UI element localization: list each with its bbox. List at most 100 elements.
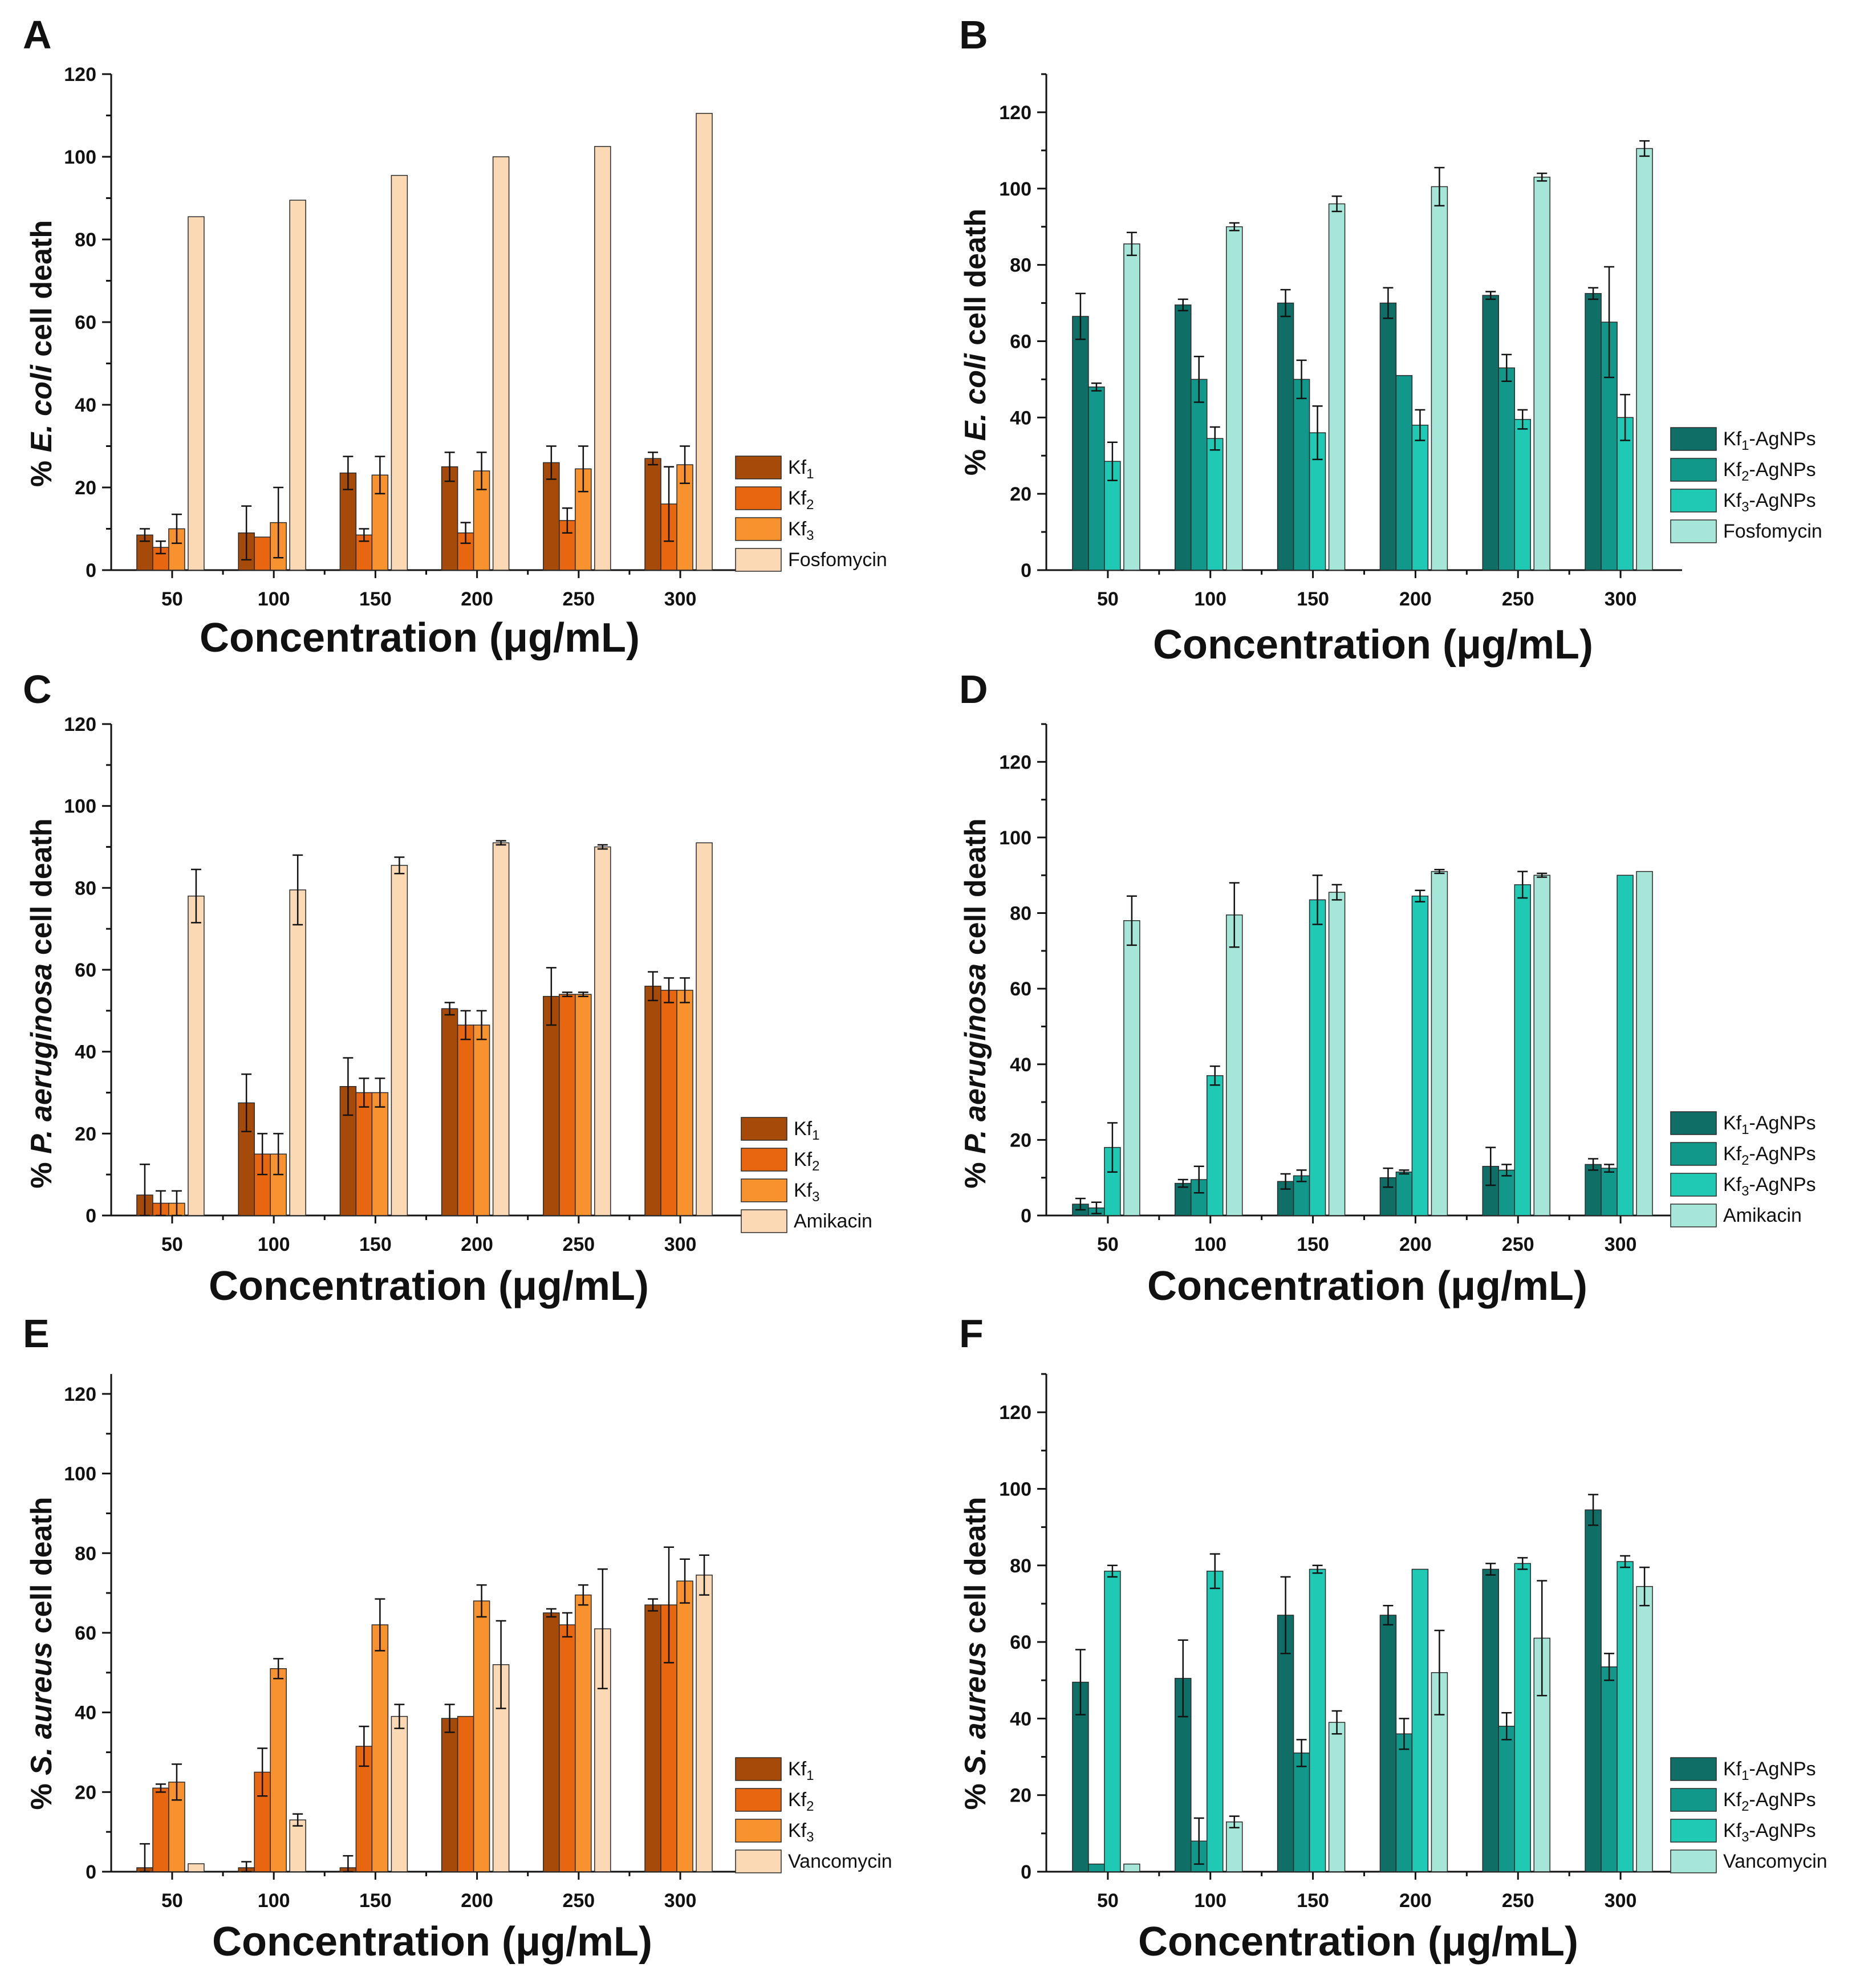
x-tick-label: 300 bbox=[1605, 1234, 1637, 1255]
bar bbox=[254, 536, 271, 571]
bar bbox=[1498, 1726, 1516, 1872]
y-tick-label: 80 bbox=[75, 1543, 96, 1564]
legend-label: Fosfomycin bbox=[788, 549, 887, 571]
bar bbox=[696, 1574, 713, 1872]
bar bbox=[1601, 1168, 1618, 1216]
x-tick-label: 100 bbox=[1194, 588, 1226, 610]
bar bbox=[441, 1718, 458, 1872]
x-tick-label: 50 bbox=[161, 1234, 183, 1255]
x-tick-label: 50 bbox=[1097, 1890, 1119, 1912]
y-tick-label: 60 bbox=[1010, 331, 1031, 352]
legend-swatch bbox=[735, 517, 782, 541]
legend-swatch bbox=[1670, 1204, 1717, 1227]
legend-swatch bbox=[735, 1788, 782, 1812]
bar bbox=[473, 1600, 490, 1872]
bar bbox=[1123, 1863, 1140, 1872]
x-tick-label: 250 bbox=[562, 588, 595, 610]
legend-label: Kf3-AgNPs bbox=[1723, 1820, 1816, 1845]
bar bbox=[594, 846, 611, 1216]
y-tick-label: 80 bbox=[75, 229, 96, 251]
y-tick-label: 20 bbox=[75, 1782, 96, 1803]
y-tick-label: 80 bbox=[1010, 903, 1031, 925]
legend-swatch bbox=[1670, 458, 1717, 482]
y-tick-label: 40 bbox=[75, 1042, 96, 1063]
bar bbox=[1411, 1568, 1429, 1872]
x-tick-label: 50 bbox=[161, 588, 183, 610]
bar bbox=[1206, 1075, 1224, 1216]
bar bbox=[1379, 1615, 1397, 1872]
bar bbox=[188, 895, 205, 1216]
x-tick-label: 150 bbox=[359, 1890, 392, 1912]
bar bbox=[575, 1594, 592, 1872]
bar bbox=[559, 994, 576, 1216]
legend-swatch bbox=[735, 486, 782, 510]
x-tick-label: 100 bbox=[1194, 1890, 1226, 1912]
bar bbox=[1277, 302, 1294, 571]
x-tick-label: 50 bbox=[161, 1890, 183, 1912]
bar bbox=[1206, 438, 1224, 571]
bar bbox=[188, 216, 205, 571]
y-tick-label: 120 bbox=[999, 1402, 1031, 1424]
y-tick-label: 80 bbox=[1010, 255, 1031, 277]
bar bbox=[1636, 1585, 1653, 1872]
bar bbox=[1104, 1571, 1121, 1872]
bar bbox=[1514, 418, 1532, 571]
y-axis-label: % P. aeruginosa cell death bbox=[25, 818, 58, 1188]
panel-a: A 0 20 40 60 80 100 120 50 100 150 200 250 300 Concent… bbox=[23, 13, 887, 661]
legend-swatch bbox=[741, 1209, 787, 1233]
bar bbox=[1617, 417, 1634, 571]
x-tick-label: 250 bbox=[1502, 1890, 1534, 1912]
legend-swatch bbox=[735, 548, 782, 572]
bar bbox=[289, 889, 306, 1216]
bar bbox=[492, 156, 510, 571]
panel-e: E 0 20 40 60 80 100 120 50 100 150 200 250 300 Concent… bbox=[23, 1311, 892, 1965]
bar bbox=[543, 462, 560, 571]
legend-label: Amikacin bbox=[794, 1210, 872, 1232]
x-tick-label: 200 bbox=[1399, 1234, 1432, 1255]
y-axis-label: % S. aureus cell death bbox=[959, 1497, 992, 1810]
y-tick-label: 40 bbox=[1010, 1054, 1031, 1076]
bar bbox=[1309, 899, 1326, 1216]
bar bbox=[644, 985, 661, 1216]
x-tick-label: 100 bbox=[258, 1890, 290, 1912]
y-tick-label: 60 bbox=[1010, 978, 1031, 1000]
x-tick-label: 150 bbox=[1297, 1234, 1329, 1255]
x-tick-label: 200 bbox=[461, 588, 493, 610]
panel-f: F 0 20 40 60 80 100 120 50 100 150 200 250 300 Concent… bbox=[959, 1311, 1827, 1965]
bar bbox=[1585, 293, 1602, 571]
bar bbox=[676, 1580, 693, 1872]
legend-label: Kf1 bbox=[788, 1758, 814, 1783]
x-tick-label: 150 bbox=[359, 1234, 392, 1255]
x-axis-label: Concentration (μg/mL) bbox=[212, 1919, 652, 1965]
legend-label: Fosfomycin bbox=[1723, 521, 1822, 542]
x-axis-label: Concentration (μg/mL) bbox=[1138, 1919, 1578, 1965]
y-tick-label: 20 bbox=[75, 477, 96, 499]
bar bbox=[1482, 295, 1500, 571]
legend: Kf1-AgNPs Kf2-AgNPs Kf3-AgNPs Fosfomycin bbox=[1670, 427, 1822, 543]
panel-letter: C bbox=[23, 667, 52, 712]
bar bbox=[1498, 367, 1516, 571]
y-tick-label: 60 bbox=[1010, 1632, 1031, 1653]
bar bbox=[594, 146, 611, 571]
y-tick-label: 100 bbox=[999, 178, 1031, 200]
x-tick-label: 50 bbox=[1097, 1234, 1119, 1255]
y-tick-label: 120 bbox=[999, 751, 1031, 773]
bar bbox=[660, 990, 677, 1216]
bar bbox=[1482, 1568, 1500, 1872]
panel-letter: E bbox=[23, 1311, 50, 1356]
panel-letter: A bbox=[23, 13, 52, 57]
y-tick-label: 80 bbox=[75, 877, 96, 899]
bar bbox=[391, 1715, 408, 1872]
y-tick-label: 60 bbox=[75, 312, 96, 334]
legend-label: Kf2 bbox=[788, 487, 814, 513]
legend-swatch bbox=[1670, 1111, 1717, 1135]
y-tick-label: 20 bbox=[75, 1123, 96, 1145]
bar bbox=[1293, 379, 1310, 571]
legend-swatch bbox=[1670, 1142, 1717, 1166]
legend: Kf1 Kf2 Kf3 Amikacin bbox=[741, 1117, 872, 1233]
legend: Kf1 Kf2 Kf3 Fosfomycin bbox=[735, 456, 887, 572]
y-tick-label: 0 bbox=[86, 1205, 96, 1227]
legend-swatch bbox=[1670, 519, 1717, 543]
legend-label: Kf2-AgNPs bbox=[1723, 1143, 1816, 1168]
legend-swatch bbox=[1670, 489, 1717, 513]
